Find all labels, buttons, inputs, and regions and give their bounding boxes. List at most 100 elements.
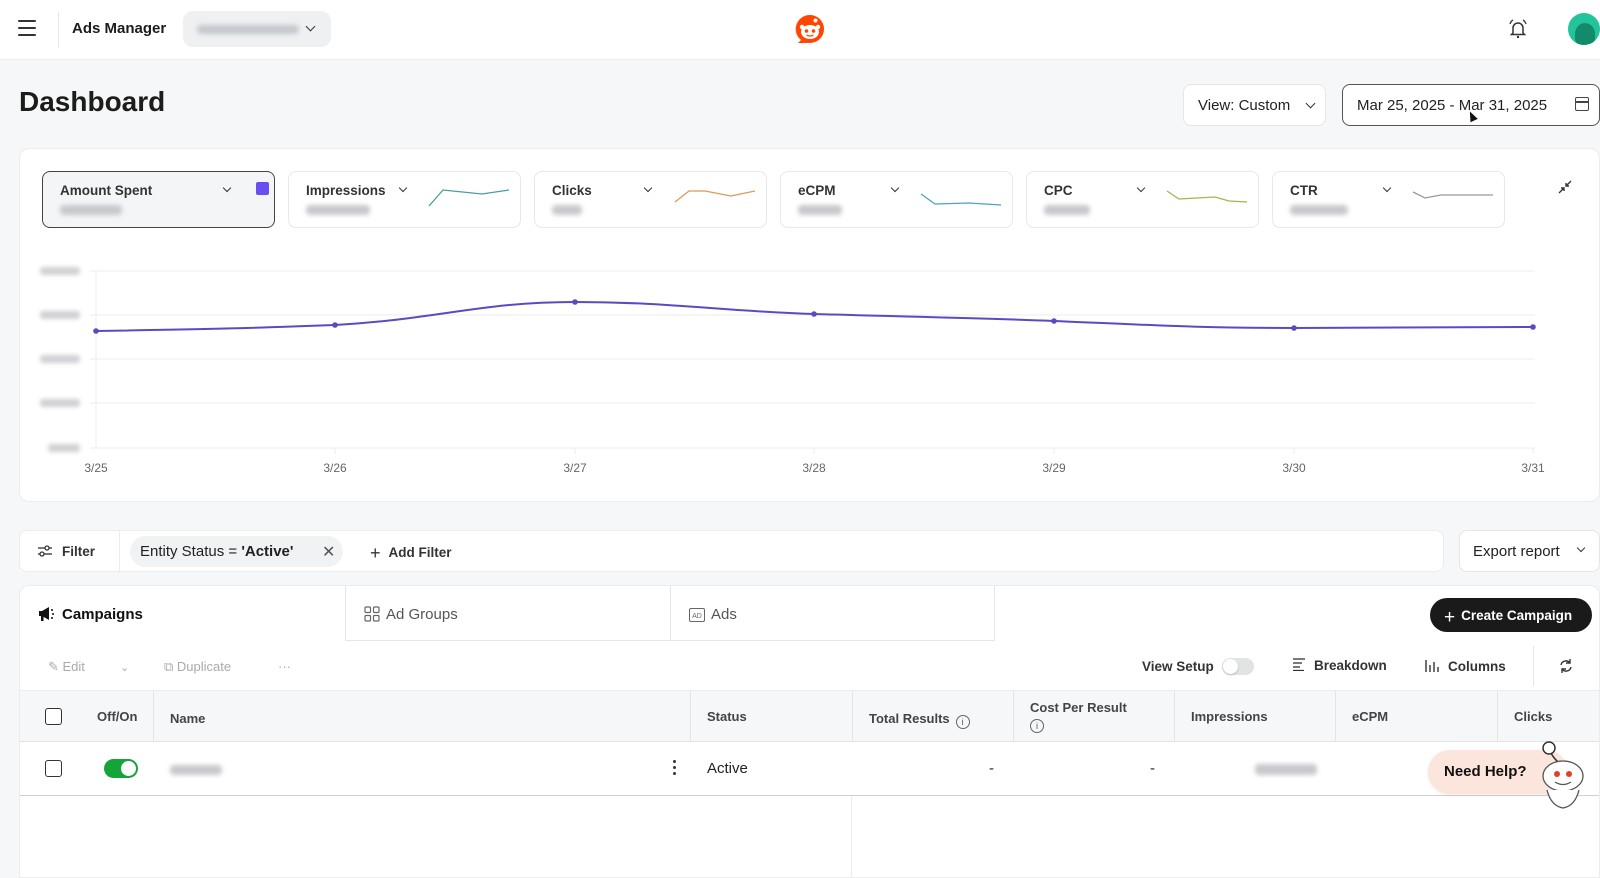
column-header-status[interactable]: Status: [690, 691, 852, 742]
info-icon[interactable]: i: [955, 715, 970, 729]
bell-icon[interactable]: [1507, 18, 1529, 40]
metric-value-redacted: [60, 205, 122, 215]
filter-button[interactable]: Filter: [20, 531, 120, 571]
status-cell: Active: [707, 760, 748, 777]
view-setup-toggle[interactable]: View Setup: [1142, 658, 1254, 675]
tab-label: Ads: [711, 606, 737, 623]
x-axis-label: 3/25: [84, 461, 108, 475]
select-all-checkbox[interactable]: [45, 708, 62, 725]
divider: [58, 12, 59, 48]
remove-filter-icon[interactable]: ✕: [322, 544, 336, 561]
filter-chip-entity-status[interactable]: Entity Status = 'Active' ✕: [130, 536, 343, 567]
x-axis-label: 3/27: [563, 461, 587, 475]
app-title: Ads Manager: [72, 20, 167, 37]
chevron-down-icon[interactable]: [890, 183, 900, 193]
tab-ads[interactable]: AD Ads: [670, 586, 995, 641]
impressions-sparkline: [428, 189, 510, 207]
metric-label: CPC: [1044, 183, 1073, 198]
breakdown-label: Breakdown: [1314, 658, 1387, 673]
refresh-icon[interactable]: [1558, 658, 1574, 674]
hamburger-menu-icon[interactable]: [18, 20, 36, 36]
column-header-cost-per-result[interactable]: Cost Per Result i: [1013, 691, 1174, 742]
ctr-sparkline: [1412, 191, 1493, 199]
metric-label: Amount Spent: [60, 183, 153, 198]
chevron-down-icon[interactable]: [643, 183, 653, 193]
create-campaign-button[interactable]: + Create Campaign: [1430, 598, 1592, 632]
metric-card-ecpm[interactable]: eCPM: [780, 171, 1013, 228]
ad-icon: AD: [689, 608, 705, 622]
view-selector[interactable]: View: Custom: [1183, 84, 1326, 126]
plus-icon: +: [370, 543, 381, 563]
line-chart: [20, 259, 1600, 499]
metric-card-amount-spent[interactable]: Amount Spent: [42, 171, 275, 228]
megaphone-icon: [39, 607, 54, 621]
performance-chart-panel: Amount Spent Impressions Clicks eCPM CPC…: [19, 148, 1600, 502]
series-color-swatch: [256, 182, 269, 195]
columns-icon: [1425, 660, 1439, 672]
export-label: Export report: [1473, 543, 1560, 560]
metric-value-redacted: [1290, 205, 1348, 215]
metric-card-cpc[interactable]: CPC: [1026, 171, 1259, 228]
add-filter-button[interactable]: + Add Filter: [370, 543, 452, 564]
chevron-down-icon[interactable]: [398, 183, 408, 193]
column-header-clicks[interactable]: Clicks: [1497, 691, 1599, 742]
metric-value-redacted: [306, 205, 370, 215]
tab-label: Campaigns: [62, 606, 143, 623]
plus-icon: +: [1444, 607, 1456, 628]
edit-button[interactable]: ✎ Edit: [48, 659, 85, 674]
tab-ad-groups[interactable]: Ad Groups: [345, 586, 670, 641]
info-icon[interactable]: i: [1030, 719, 1044, 733]
chip-value: 'Active': [241, 543, 294, 560]
metric-value-redacted: [1044, 205, 1090, 215]
clicks-sparkline: [674, 190, 756, 203]
toggle-switch[interactable]: [1221, 658, 1254, 675]
campaign-name-redacted[interactable]: [170, 765, 222, 775]
x-axis-label: 3/29: [1042, 461, 1066, 475]
page-title: Dashboard: [19, 86, 166, 117]
columns-label: Columns: [1448, 659, 1506, 674]
x-axis-label: 3/26: [323, 461, 347, 475]
tab-campaigns[interactable]: Campaigns: [20, 586, 345, 641]
metric-card-ctr[interactable]: CTR: [1272, 171, 1505, 228]
column-header-name[interactable]: Name: [153, 691, 691, 742]
add-filter-label: Add Filter: [388, 545, 452, 560]
breakdown-button[interactable]: Breakdown: [1292, 658, 1387, 673]
chevron-down-icon[interactable]: [222, 183, 232, 193]
collapse-icon[interactable]: [1557, 179, 1573, 195]
row-more-icon[interactable]: [673, 760, 677, 778]
date-range-picker[interactable]: Mar 25, 2025 - Mar 31, 2025: [1342, 84, 1600, 126]
metric-card-clicks[interactable]: Clicks: [534, 171, 767, 228]
column-header-impressions[interactable]: Impressions: [1174, 691, 1335, 742]
column-header-off-on[interactable]: Off/On: [97, 709, 138, 724]
calendar-icon: [1575, 97, 1589, 111]
divider: [1533, 646, 1534, 686]
chevron-down-icon[interactable]: [1136, 183, 1146, 193]
columns-button[interactable]: Columns: [1424, 658, 1506, 674]
column-header-total-results[interactable]: Total Results i: [852, 691, 1013, 742]
y-axis-tick-label: [40, 267, 80, 275]
impressions-value-redacted: [1255, 764, 1317, 775]
duplicate-label: Duplicate: [176, 659, 232, 674]
metric-value-redacted: [552, 205, 582, 215]
y-axis-tick-label: [48, 444, 80, 452]
edit-dropdown-chevron-icon[interactable]: ⌄: [120, 662, 130, 674]
duplicate-button[interactable]: ⧉ Duplicate: [164, 659, 232, 674]
metric-card-impressions[interactable]: Impressions: [288, 171, 521, 228]
campaign-on-off-toggle[interactable]: [104, 759, 138, 778]
account-selector[interactable]: [183, 11, 331, 47]
more-actions-icon[interactable]: ···: [278, 659, 291, 674]
column-header-ecpm[interactable]: eCPM: [1335, 691, 1497, 742]
y-axis-tick-label: [40, 311, 80, 319]
export-report-button[interactable]: Export report: [1459, 530, 1600, 572]
chip-prefix: Entity Status =: [140, 543, 242, 560]
date-range-label: Mar 25, 2025 - Mar 31, 2025: [1357, 97, 1548, 114]
chevron-down-icon: [1305, 98, 1316, 109]
chevron-down-icon[interactable]: [1382, 183, 1392, 193]
svg-text:AD: AD: [692, 613, 702, 620]
avatar[interactable]: [1568, 13, 1600, 45]
view-selector-label: View: Custom: [1198, 97, 1291, 114]
column-label: Cost Per Result: [1030, 700, 1127, 715]
reddit-logo: [795, 14, 824, 43]
campaigns-table-panel: Campaigns Ad Groups AD Ads + Create Campa…: [19, 585, 1600, 878]
row-checkbox[interactable]: [45, 760, 62, 777]
